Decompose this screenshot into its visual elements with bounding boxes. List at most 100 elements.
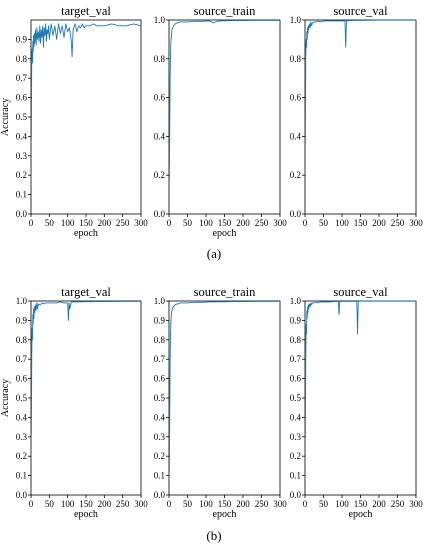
- x-tick-label: 250: [116, 499, 130, 509]
- y-tick-label: 1.0: [154, 15, 166, 25]
- x-tick-label: 150: [218, 499, 232, 509]
- x-tick-label: 100: [61, 218, 75, 228]
- y-tick-label: 0.7: [290, 354, 302, 364]
- y-tick-label: 0.9: [16, 34, 28, 44]
- y-tick-label: 0.2: [16, 451, 27, 461]
- y-tick-label: 0.0: [154, 490, 166, 500]
- series-line: [304, 300, 416, 439]
- y-tick-label: 0.6: [16, 374, 28, 384]
- x-tick-label: 100: [335, 499, 349, 509]
- y-tick-label: 0.7: [154, 354, 166, 364]
- y-tick-label: 0.6: [290, 93, 302, 103]
- y-tick-label: 0.1: [290, 471, 301, 481]
- series-line: [168, 19, 280, 182]
- x-tick-label: 100: [335, 218, 349, 228]
- y-tick-label: 0.8: [16, 335, 28, 345]
- y-tick-label: 0.4: [16, 412, 28, 422]
- figure-caption: (a): [207, 246, 221, 261]
- x-tick-label: 100: [199, 499, 213, 509]
- y-tick-label: 0.9: [154, 315, 166, 325]
- series-line: [30, 300, 141, 435]
- y-tick-label: 0.8: [16, 54, 28, 64]
- y-tick-label: 0.4: [290, 131, 302, 141]
- y-tick-label: 0.2: [290, 451, 301, 461]
- y-tick-label: 0.9: [16, 315, 28, 325]
- x-tick-label: 50: [45, 499, 55, 509]
- y-tick-label: 0.3: [16, 151, 28, 161]
- y-tick-label: 0.0: [290, 490, 302, 500]
- x-tick-label: 50: [183, 499, 193, 509]
- plot-frame: [168, 19, 281, 215]
- x-tick-label: 0: [167, 218, 172, 228]
- x-axis-label: epoch: [213, 509, 237, 520]
- y-tick-label: 0.6: [154, 374, 166, 384]
- series-line: [304, 19, 416, 145]
- x-tick-label: 0: [29, 218, 34, 228]
- y-tick-label: 0.3: [290, 432, 302, 442]
- x-tick-label: 50: [319, 499, 329, 509]
- y-tick-label: 0.8: [154, 54, 166, 64]
- subplot-b-1: target_val 0 50 100 150 200 250 300 0.0 0.1 0.2 0.3…: [0, 285, 148, 520]
- plot-title: source_train: [194, 285, 257, 299]
- x-tick-label: 100: [199, 218, 213, 228]
- x-tick-label: 150: [79, 499, 93, 509]
- y-tick-label: 1.0: [154, 296, 166, 306]
- x-axis-label: epoch: [74, 228, 98, 239]
- x-axis-label: epoch: [213, 228, 237, 239]
- y-tick-label: 0.2: [154, 451, 165, 461]
- y-tick-label: 0.0: [290, 209, 302, 219]
- y-axis-label: Accuracy: [0, 98, 11, 136]
- plot-frame: [304, 19, 417, 215]
- figure-caption: (b): [206, 528, 221, 543]
- y-tick-label: 0.1: [154, 471, 165, 481]
- x-tick-label: 250: [391, 499, 405, 509]
- y-tick-label: 0.2: [16, 170, 27, 180]
- y-tick-label: 0.5: [290, 393, 302, 403]
- y-tick-label: 1.0: [16, 296, 28, 306]
- x-tick-label: 50: [183, 218, 193, 228]
- x-tick-label: 300: [409, 218, 423, 228]
- y-tick-label: 0.3: [154, 432, 166, 442]
- subplot-b-3: source_val 0 50 100 150 200 250 300 0.0 0.1 0.2 0.3…: [290, 285, 424, 520]
- x-tick-label: 200: [372, 218, 386, 228]
- x-tick-label: 300: [134, 499, 148, 509]
- x-tick-label: 100: [61, 499, 75, 509]
- x-tick-label: 0: [29, 499, 34, 509]
- subplot-a-1: target_val 0 50 100 150 200 250 300 0.0 0.1 0.2 0.3…: [0, 4, 148, 239]
- x-tick-label: 200: [236, 499, 250, 509]
- x-tick-label: 200: [98, 218, 112, 228]
- y-tick-label: 0.8: [154, 335, 166, 345]
- x-tick-label: 50: [45, 218, 55, 228]
- y-tick-label: 0.5: [16, 112, 28, 122]
- x-tick-label: 250: [116, 218, 130, 228]
- x-tick-label: 200: [372, 499, 386, 509]
- x-tick-label: 50: [319, 218, 329, 228]
- y-tick-label: 0.7: [16, 354, 28, 364]
- y-tick-label: 0.4: [290, 412, 302, 422]
- series-line: [30, 23, 142, 139]
- plot-frame: [304, 300, 417, 496]
- y-axis-label: Accuracy: [0, 379, 11, 417]
- y-tick-label: 0.3: [16, 432, 28, 442]
- x-tick-label: 150: [354, 218, 368, 228]
- y-tick-label: 0.7: [16, 73, 28, 83]
- plot-title: source_train: [194, 4, 257, 18]
- x-axis-label: epoch: [349, 509, 373, 520]
- x-tick-label: 200: [98, 499, 112, 509]
- x-tick-label: 300: [273, 499, 287, 509]
- plot-title: source_val: [333, 4, 388, 18]
- y-tick-label: 0.0: [16, 209, 28, 219]
- subplot-a-3: source_val 0 50 100 150 200 250 300 0.0 0.2 0.4 0.6…: [290, 4, 424, 228]
- y-tick-label: 0.9: [290, 315, 302, 325]
- y-tick-label: 0.8: [290, 54, 302, 64]
- x-tick-label: 150: [354, 499, 368, 509]
- y-tick-label: 0.2: [290, 170, 301, 180]
- x-tick-label: 300: [409, 499, 423, 509]
- y-tick-label: 0.6: [16, 93, 28, 103]
- x-tick-label: 250: [255, 499, 269, 509]
- x-tick-label: 250: [391, 218, 405, 228]
- x-tick-label: 0: [303, 218, 308, 228]
- plot-frame: [168, 300, 281, 496]
- x-tick-label: 150: [79, 218, 93, 228]
